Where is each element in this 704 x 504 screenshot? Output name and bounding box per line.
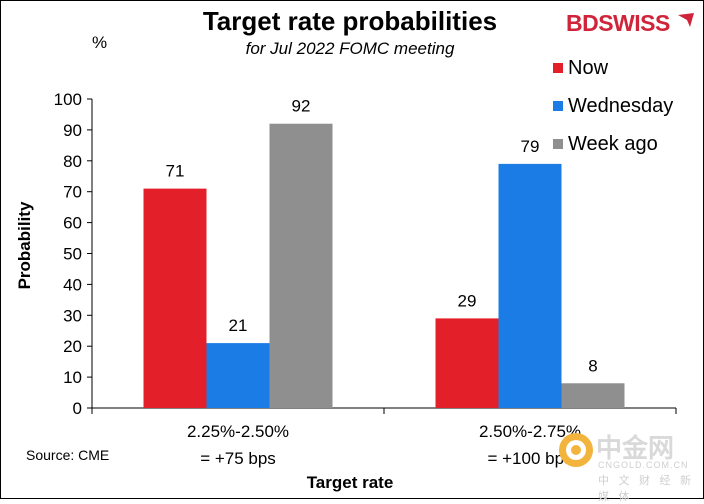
source-note: Source: CME [26,447,110,463]
bar-wednesday [206,343,270,408]
logo-arrow-icon [678,13,694,27]
chart-subtitle: for Jul 2022 FOMC meeting [245,39,455,58]
x-tick-label: = +75 bps [200,449,276,468]
y-tick-label: 100 [54,90,82,109]
x-tick-label: 2.25%-2.50% [187,422,289,441]
bar-wednesday [498,163,562,408]
legend-label-week-ago: Week ago [568,132,658,155]
y-tick-label: 90 [63,121,82,140]
data-label: 79 [521,137,540,156]
data-label: 71 [166,162,185,181]
watermark-logo-icon [559,433,593,467]
data-label: 29 [458,291,477,310]
y-tick-label: 40 [63,275,82,294]
data-label: 21 [229,316,248,335]
bdswiss-logo: BDSWISS [566,10,670,36]
y-tick-label: 10 [63,368,82,387]
bar-week-ago [561,383,625,408]
legend-item-now: Now [553,56,608,80]
chart-title: Target rate probabilities [202,6,498,36]
y-tick-label: 80 [63,152,82,171]
legend-label-now: Now [568,56,609,79]
watermark-site: CNGOLD.COM.CN [598,460,689,470]
y-tick-label: 0 [73,399,82,418]
legend-item-week-ago: Week ago [553,132,658,156]
x-tick-label: = +100 bps [487,449,572,468]
watermark-tagline: 中 文 财 经 新 媒 体 [598,474,694,503]
legend-swatch-wednesday [553,101,563,111]
y-tick-label: 30 [63,306,82,325]
watermark-name: 中金网 [596,434,675,464]
data-label: 8 [588,356,597,375]
bar-now [435,318,499,408]
legend-swatch-now [553,63,563,73]
cngold-watermark: 中金网 CNGOLD.COM.CN 中 文 财 经 新 媒 体 [558,428,698,503]
unit-label: % [92,33,108,52]
y-tick-label: 60 [63,214,82,233]
bar-now [143,188,207,408]
legend-label-wednesday: Wednesday [568,94,674,117]
y-tick-label: 50 [63,245,82,264]
x-axis-title: Target rate [306,473,394,492]
data-label: 92 [292,97,311,116]
x-tick-label: 2.50%-2.75% [479,422,581,441]
legend-item-wednesday: Wednesday [553,94,673,118]
y-tick-label: 20 [63,337,82,356]
bar-week-ago [269,123,333,408]
y-axis-title: Probability [15,201,34,289]
legend-swatch-week-ago [553,139,563,149]
y-tick-label: 70 [63,183,82,202]
